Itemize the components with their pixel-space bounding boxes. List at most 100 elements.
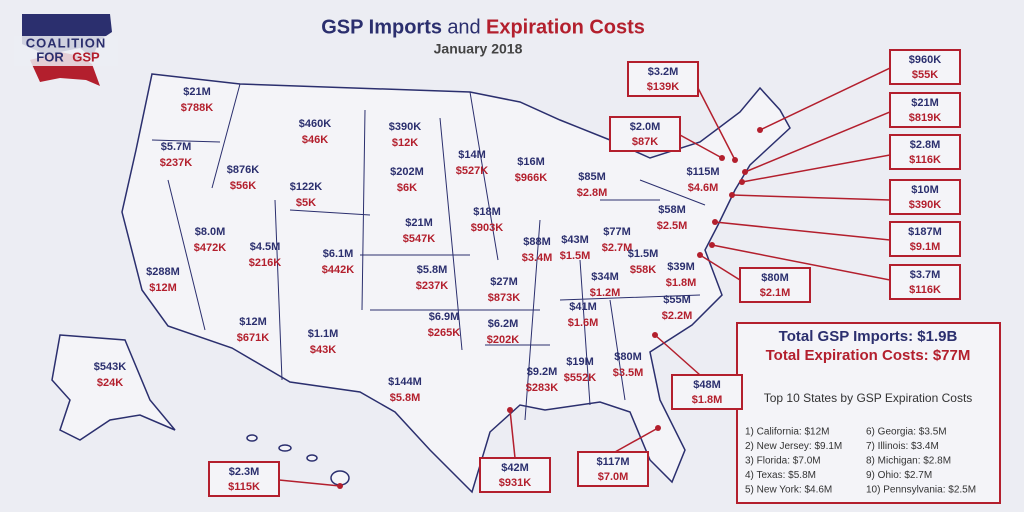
- state-costs: $4.6M: [688, 182, 719, 194]
- callout-box: [889, 179, 961, 215]
- state-imports: $77M: [603, 226, 631, 238]
- callout-box: [739, 267, 811, 303]
- callout-dot: [729, 192, 735, 198]
- callout-box: [609, 116, 681, 152]
- summary-box: [736, 322, 1001, 504]
- alaska: [51, 334, 176, 441]
- state-costs: $2.5M: [657, 220, 688, 232]
- callout-imports: $42M: [501, 462, 529, 474]
- state-costs: $24K: [97, 377, 123, 389]
- callout-costs: $931K: [499, 477, 531, 489]
- state-costs: $6K: [397, 182, 417, 194]
- state-imports: $1.1M: [308, 328, 339, 340]
- callout-box: [889, 221, 961, 257]
- state-imports: $21M: [183, 86, 211, 98]
- state-costs: $265K: [428, 327, 460, 339]
- hawaii: [278, 444, 292, 452]
- hawaii: [306, 454, 318, 462]
- top10-item: 1) California: $12M: [745, 427, 829, 438]
- state-costs: $552K: [564, 372, 596, 384]
- callout-imports: $3.2M: [648, 66, 679, 78]
- state-imports: $12M: [239, 316, 267, 328]
- state-costs: $5K: [296, 197, 316, 209]
- callout-imports: $117M: [596, 456, 629, 468]
- callout-costs: $2.1M: [760, 287, 791, 299]
- state-costs: $873K: [488, 292, 520, 304]
- callout-imports: $3.7M: [910, 269, 941, 281]
- callout-line: [509, 409, 516, 459]
- callout-dot: [507, 407, 513, 413]
- state-costs: $202K: [487, 334, 519, 346]
- callout-dot: [719, 155, 725, 161]
- state-imports: $85M: [578, 171, 606, 183]
- state-costs: $1.8M: [666, 277, 697, 289]
- state-costs: $3.5M: [613, 367, 644, 379]
- state-imports: $14M: [458, 149, 486, 161]
- state-imports: $80M: [614, 351, 642, 363]
- list-title: Top 10 States by GSP Expiration Costs: [764, 391, 973, 405]
- state-costs: $1.2M: [590, 287, 621, 299]
- state-imports: $115M: [686, 166, 719, 178]
- state-imports: $202M: [390, 166, 424, 178]
- callout-costs: $55K: [912, 69, 938, 81]
- callout-box: [671, 374, 743, 410]
- state-imports: $288M: [146, 266, 180, 278]
- state-imports: $39M: [667, 261, 695, 273]
- state-imports: $88M: [523, 236, 551, 248]
- callout-line: [741, 154, 891, 183]
- state-imports: $55M: [663, 294, 691, 306]
- title: Expiration Costs: [486, 16, 645, 38]
- callout-imports: $2.3M: [229, 466, 260, 478]
- callout-costs: $7.0M: [598, 471, 629, 483]
- logo-band: [14, 36, 118, 66]
- state-costs: $5.8M: [390, 392, 421, 404]
- logo-text: COALITION: [26, 35, 107, 50]
- state-imports: $58M: [658, 204, 686, 216]
- callout-line: [744, 111, 891, 173]
- callout-imports: $80M: [761, 272, 789, 284]
- callout-costs: $116K: [909, 284, 941, 296]
- state-imports: $122K: [290, 181, 322, 193]
- top10-item: 4) Texas: $5.8M: [745, 470, 816, 481]
- callout-dot: [655, 425, 661, 431]
- state-costs: $3.4M: [522, 252, 553, 264]
- state-imports: $460K: [299, 118, 331, 130]
- title: GSP Imports: [321, 16, 442, 38]
- title: and: [447, 16, 480, 38]
- state-costs: $442K: [322, 264, 354, 276]
- state-costs: $56K: [230, 180, 256, 192]
- logo: COALITION FOR GSP: [14, 14, 118, 86]
- callout-dot: [712, 219, 718, 225]
- callout-imports: $2.0M: [630, 121, 661, 133]
- callout-line: [759, 67, 891, 131]
- callout-dot: [742, 169, 748, 175]
- state-costs: $12K: [392, 137, 418, 149]
- state-costs: $237K: [160, 157, 192, 169]
- state-costs: $1.6M: [568, 317, 599, 329]
- callout-imports: $48M: [693, 379, 721, 391]
- state-costs: $2.8M: [577, 187, 608, 199]
- logo-text: GSP: [72, 49, 100, 64]
- state-imports: $18M: [473, 206, 501, 218]
- callout-line: [699, 254, 741, 281]
- state-imports: $5.8M: [417, 264, 448, 276]
- state-costs: $903K: [471, 222, 503, 234]
- state-imports: $4.5M: [250, 241, 281, 253]
- state-imports: $5.7M: [161, 141, 192, 153]
- callout-line: [654, 334, 701, 376]
- top10-item: 2) New Jersey: $9.1M: [745, 441, 842, 452]
- state-costs: $58K: [630, 264, 656, 276]
- callout-costs: $819K: [909, 112, 941, 124]
- state-costs: $2.2M: [662, 310, 693, 322]
- callout-line: [697, 87, 736, 161]
- state-costs: $527K: [456, 165, 488, 177]
- callout-line: [614, 427, 659, 453]
- callout-box: [889, 49, 961, 85]
- callout-costs: $116K: [909, 154, 941, 166]
- callout-imports: $21M: [911, 97, 939, 109]
- state-imports: $16M: [517, 156, 545, 168]
- hawaii: [246, 434, 258, 442]
- state-imports: $6.2M: [488, 318, 519, 330]
- state-costs: $237K: [416, 280, 448, 292]
